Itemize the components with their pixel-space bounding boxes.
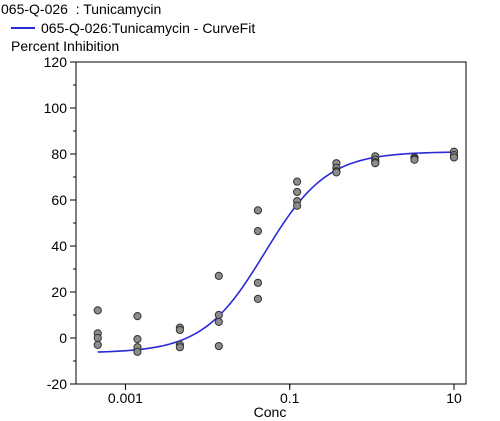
- data-point: [93, 306, 102, 315]
- legend-entry: 065-Q-026:Tunicamycin - CurveFit: [1, 19, 255, 37]
- data-point: [449, 153, 459, 162]
- plot-frame: [75, 61, 467, 385]
- y-tick-label: 120: [44, 54, 68, 70]
- chart-title: 065-Q-026 : Tunicamycin: [1, 1, 162, 17]
- legend-label: 065-Q-026:Tunicamycin - CurveFit: [41, 20, 256, 36]
- y-tick-label: -20: [47, 376, 67, 392]
- y-tick-label: 100: [44, 100, 68, 116]
- data-point: [410, 155, 419, 164]
- data-point: [93, 333, 102, 343]
- x-tick-label: 10: [446, 390, 462, 406]
- data-point: [293, 177, 302, 186]
- data-point: [253, 294, 263, 303]
- data-point: [253, 206, 263, 215]
- data-point: [175, 343, 184, 352]
- data-point: [214, 310, 223, 320]
- data-point: [293, 201, 302, 210]
- curve-fit-line: [97, 151, 455, 353]
- data-point: [253, 278, 263, 287]
- data-point: [133, 347, 142, 356]
- x-tick-label: 0.001: [108, 390, 143, 406]
- y-tick-label: 60: [51, 192, 67, 208]
- x-axis: 0.001 0.1 10: [108, 384, 462, 406]
- y-axis-label: Percent Inhibition: [11, 38, 119, 54]
- data-point: [93, 340, 102, 349]
- data-point: [175, 325, 184, 335]
- x-tick-label: 0.1: [280, 390, 300, 406]
- x-axis-label: Conc: [254, 404, 287, 420]
- data-point: [253, 226, 263, 236]
- data-point: [133, 335, 142, 344]
- y-tick-label: 0: [59, 330, 67, 346]
- data-point: [371, 159, 380, 168]
- y-tick-label: 40: [51, 238, 67, 254]
- data-point: [214, 341, 223, 351]
- data-point: [133, 312, 142, 321]
- data-point: [293, 187, 302, 197]
- y-tick-label: 20: [51, 284, 67, 300]
- legend-line-swatch: [11, 27, 35, 29]
- data-points: [93, 147, 459, 356]
- y-tick-label: 80: [51, 146, 67, 162]
- data-point: [214, 317, 223, 326]
- data-point: [214, 271, 223, 280]
- data-point: [332, 168, 341, 177]
- y-axis: -20 0 20 40 60 80 100 120: [44, 54, 76, 392]
